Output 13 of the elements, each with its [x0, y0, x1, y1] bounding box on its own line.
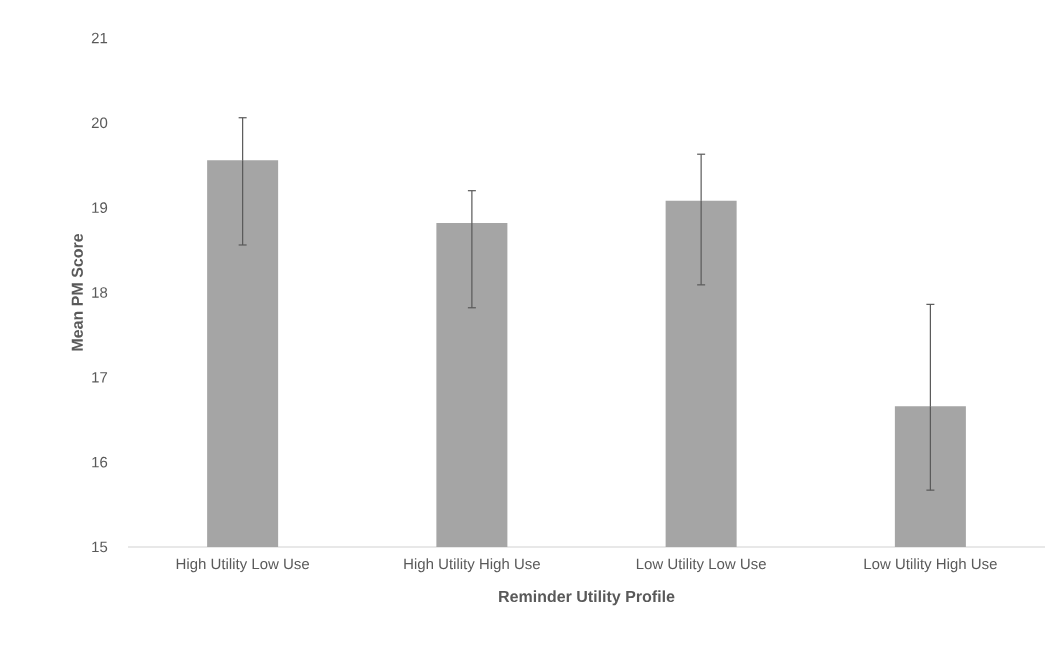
y-tick-label: 20 [91, 117, 108, 129]
x-tick-label: High Utility High Use [404, 558, 540, 573]
y-tick-label: 15 [92, 541, 108, 553]
x-axis-title: Reminder Utility Profile [499, 590, 675, 606]
x-tick-label: High Utility Low Use [176, 558, 310, 573]
y-tick-label: 19 [92, 202, 108, 213]
y-tick-label: 16 [92, 456, 108, 468]
x-tick-label: Low Utility Low Use [636, 558, 766, 573]
x-tick-label: Low Utility High Use [864, 558, 997, 573]
y-tick-label: 17 [92, 372, 108, 383]
y-tick-label: 21 [91, 32, 108, 44]
y-tick-label: 18 [92, 287, 108, 298]
y-axis-title: Mean PM Score [71, 233, 83, 351]
